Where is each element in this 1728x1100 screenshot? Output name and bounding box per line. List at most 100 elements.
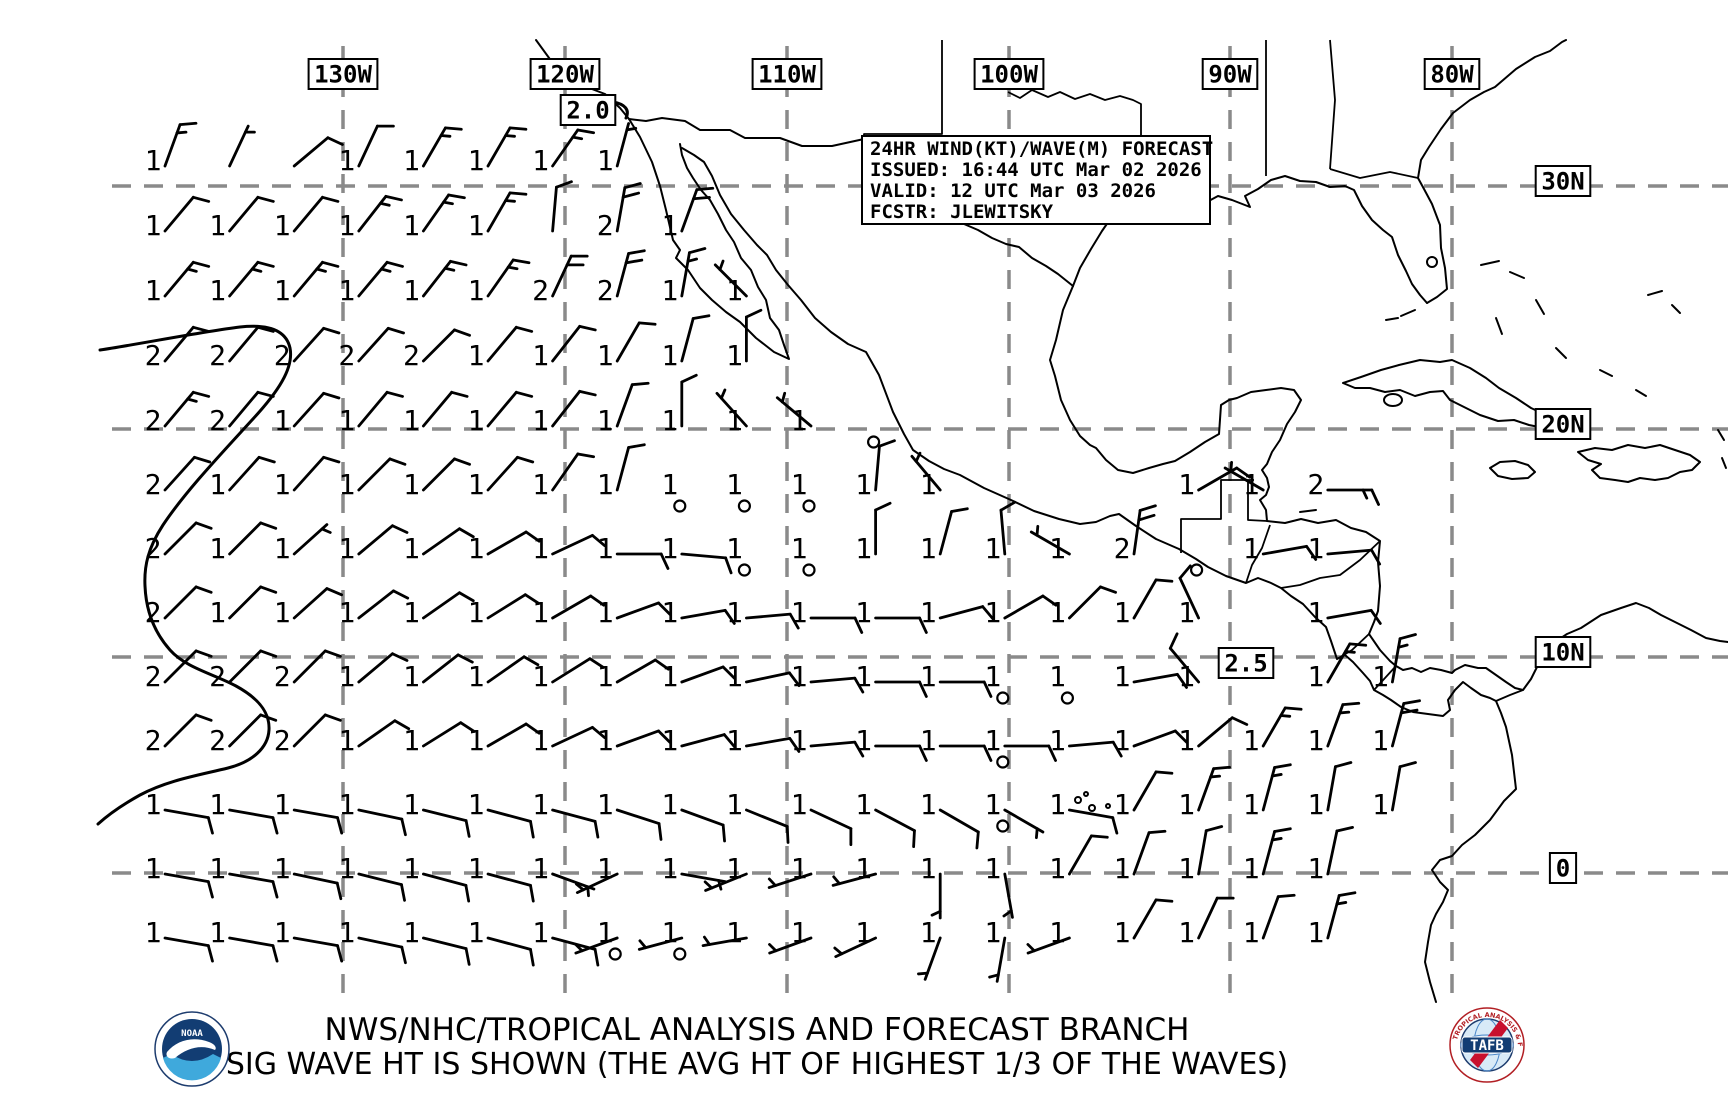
lat-label-30N-frame — [1534, 165, 1592, 197]
wind-barb: 1 — [145, 121, 198, 177]
barb-shaft — [551, 594, 593, 620]
wind-barb: 2 — [145, 325, 211, 372]
barb-tick — [504, 199, 516, 203]
wave-height-label: 1 — [1307, 852, 1324, 885]
wave-height-contours — [96, 100, 629, 826]
lon-label-80W-text: 80W — [1430, 61, 1474, 89]
barb-tick — [1270, 837, 1283, 842]
barb-shaft — [357, 652, 394, 684]
barb-shaft — [551, 324, 582, 363]
barb-tick — [443, 266, 456, 272]
barb-tick — [1212, 765, 1231, 771]
barb-shaft — [680, 808, 725, 827]
wind-barb: 1 — [468, 455, 535, 501]
wave-height-label: 1 — [468, 144, 485, 177]
barb-tick — [206, 880, 214, 899]
lon-label-110W: 110W — [751, 58, 823, 90]
barb-tick — [464, 947, 471, 966]
info-box-frame — [861, 135, 1211, 225]
wind-barb: 1 — [274, 523, 332, 565]
barb-tick — [449, 259, 468, 267]
barb-shaft — [486, 126, 512, 168]
barb-shaft — [809, 740, 857, 748]
barb-tick — [627, 249, 646, 255]
wind-barb: 1 — [532, 389, 597, 437]
wind-barb: 1 — [338, 457, 407, 501]
wave-height-label: 1 — [274, 788, 291, 821]
wave-height-label: 1 — [726, 596, 743, 629]
barb-tick — [591, 534, 607, 548]
wind-barb: 1 — [338, 589, 410, 629]
barb-tick — [1399, 708, 1419, 715]
barb-tick — [514, 325, 534, 333]
barb-tick — [256, 390, 275, 398]
lat-label-30N-text: 30N — [1541, 168, 1584, 196]
barb-shaft — [228, 455, 261, 492]
wind-barb: 1 — [209, 455, 276, 501]
barb-shaft — [615, 321, 641, 363]
wave-height-label: 1 — [338, 916, 355, 949]
wind-barb: 1 — [403, 259, 468, 307]
footer-wave-note: SIG WAVE HT IS SHOWN (THE AVG HT OF HIGH… — [225, 1047, 1289, 1082]
barb-tick — [593, 947, 600, 967]
wind-barb: 1 — [403, 653, 474, 693]
barb-shaft — [292, 808, 339, 820]
wind-barb: 1 — [726, 724, 801, 757]
barb-shaft — [163, 872, 210, 884]
lon-label-80W-frame — [1423, 58, 1481, 90]
wind-barb: 1 — [274, 916, 344, 963]
wave-height-label: 1 — [1049, 596, 1066, 629]
barb-tick — [206, 816, 214, 835]
lat-label-30N: 30N — [1534, 165, 1592, 197]
wave-height-label: 1 — [597, 339, 614, 372]
wind-barb: 1 — [1307, 642, 1368, 693]
pacific-coast-mexico-centam — [681, 147, 1517, 1003]
wind-barb: 1 — [468, 325, 534, 372]
wind-barb: 1 — [209, 788, 279, 835]
wave-height-label: 1 — [145, 274, 162, 307]
lat-label-20N-text: 20N — [1541, 411, 1584, 439]
barb-tick — [459, 721, 476, 733]
wind-barb: 1 — [403, 390, 469, 437]
barb-tick — [1283, 706, 1303, 711]
wave-height-label: 1 — [403, 404, 420, 437]
barb-shaft — [1197, 829, 1208, 876]
barb-shaft — [1261, 766, 1276, 812]
wind-barb: 1 — [209, 260, 275, 307]
barb-shaft — [357, 936, 404, 949]
barb-shaft — [1132, 898, 1158, 940]
wind-barb: 1 — [1049, 660, 1075, 705]
barb-shaft — [292, 455, 326, 492]
wind-barb: 1 — [831, 852, 877, 887]
wind-barb: 1 — [1243, 893, 1296, 949]
barb-tick — [379, 201, 391, 207]
calm-circle — [996, 755, 1010, 769]
wave-height-label: 1 — [145, 209, 162, 242]
wind-barb: 1 — [468, 655, 540, 693]
wave-height-label: 1 — [532, 144, 549, 177]
barb-shaft — [228, 260, 260, 298]
wind-barb: 1 — [532, 788, 600, 839]
noaa-logo-text: NOAA — [181, 1029, 203, 1039]
barb-tick — [321, 195, 340, 203]
barb-tick — [721, 823, 726, 843]
barb-tick — [523, 593, 541, 605]
wave-height-label: 1 — [403, 209, 420, 242]
wave-height-label: 1 — [338, 209, 355, 242]
wave-height-label: 1 — [403, 144, 420, 177]
lake-okeechobee — [1426, 256, 1438, 268]
barb-tick — [571, 135, 584, 141]
barb-tick — [745, 308, 763, 319]
calm-circle — [996, 691, 1010, 705]
barb-tick — [653, 658, 670, 671]
wind-barb: 1 — [403, 527, 475, 565]
barb-tick — [1154, 578, 1174, 583]
wave-height-label: 1 — [274, 209, 291, 242]
lon-label-120W-text: 120W — [536, 61, 594, 89]
wind-barb-field: 1 1 1 1 1 1 1 1 1 1 1 1 2 1 1 1 1 1 1 1 2 2 1 1 2 2 2 2 2 1 1 1 1 1 2 2 1 1 1 1… — [145, 121, 1421, 983]
barb-tick — [692, 195, 711, 201]
wave-height-label: 1 — [468, 209, 485, 242]
wind-barb: 2 — [338, 326, 405, 372]
wave-height-label: 1 — [1243, 724, 1260, 757]
barb-tick — [186, 267, 198, 273]
